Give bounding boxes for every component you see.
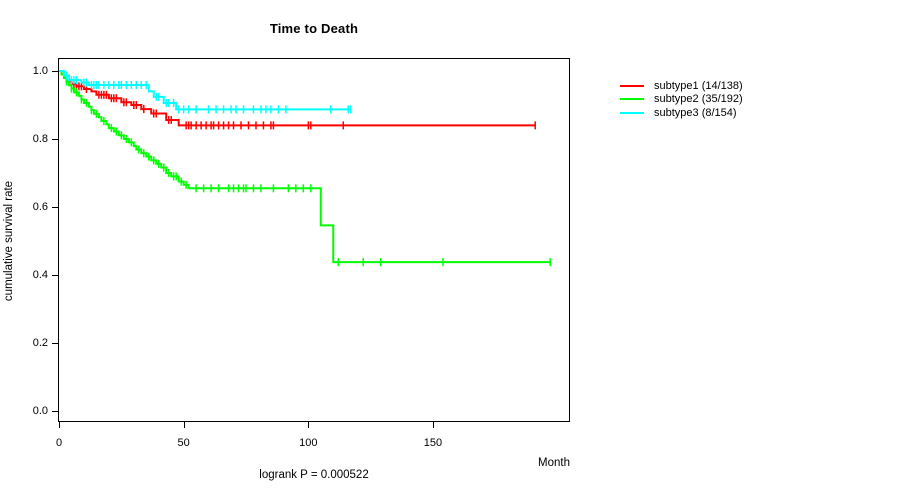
legend-item-subtype3: subtype3 (8/154) xyxy=(620,106,743,120)
x-axis-tick-mark xyxy=(432,422,434,428)
plot-area-border xyxy=(58,58,570,422)
legend-swatch-subtype1 xyxy=(620,84,644,87)
y-axis-tick-label: 0.0 xyxy=(32,404,48,417)
logrank-pvalue-annotation: logrank P = 0.000522 xyxy=(259,469,369,481)
legend-label-subtype1: subtype1 (14/138) xyxy=(654,79,743,92)
y-axis-tick-mark xyxy=(52,207,58,208)
x-axis-tick-label: 0 xyxy=(55,437,63,449)
y-axis-tick-label: 1.0 xyxy=(32,64,48,77)
x-axis-tick-label: 100 xyxy=(299,437,318,449)
y-axis-tick-mark xyxy=(52,275,58,276)
legend-item-subtype2: subtype2 (35/192) xyxy=(620,93,743,107)
y-axis-tick-mark xyxy=(52,411,58,412)
legend-label-subtype2: subtype2 (35/192) xyxy=(654,93,743,106)
legend-swatch-subtype3 xyxy=(620,111,644,114)
y-axis-title: cumulative survival rate xyxy=(3,180,15,302)
x-axis-tick-label: 50 xyxy=(177,437,190,449)
legend: subtype1 (14/138) subtype2 (35/192) subt… xyxy=(620,79,743,120)
legend-swatch-subtype2 xyxy=(620,98,644,101)
y-axis-tick-label: 0.4 xyxy=(32,268,48,281)
x-axis-title: Month xyxy=(538,457,570,469)
y-axis-tick-mark xyxy=(52,139,58,140)
y-axis-tick-mark xyxy=(52,71,58,72)
chart-title: Time to Death xyxy=(269,21,359,36)
x-axis-tick-mark xyxy=(308,422,310,428)
y-axis-tick-mark xyxy=(52,343,58,344)
survival-curve-subtype1 xyxy=(59,70,536,127)
x-axis-tick-mark xyxy=(59,422,60,428)
survival-curve-subtype2 xyxy=(59,70,551,264)
survival-curves-plot xyxy=(59,70,551,267)
survival-curve-subtype3 xyxy=(59,70,351,111)
legend-label-subtype3: subtype3 (8/154) xyxy=(654,106,737,119)
x-axis-tick-mark xyxy=(183,422,185,428)
y-axis-tick-label: 0.6 xyxy=(32,200,48,213)
legend-item-subtype1: subtype1 (14/138) xyxy=(620,79,743,93)
y-axis-tick-label: 0.2 xyxy=(32,336,48,349)
y-axis-tick-label: 0.8 xyxy=(32,132,48,145)
x-axis-tick-label: 150 xyxy=(423,437,443,449)
